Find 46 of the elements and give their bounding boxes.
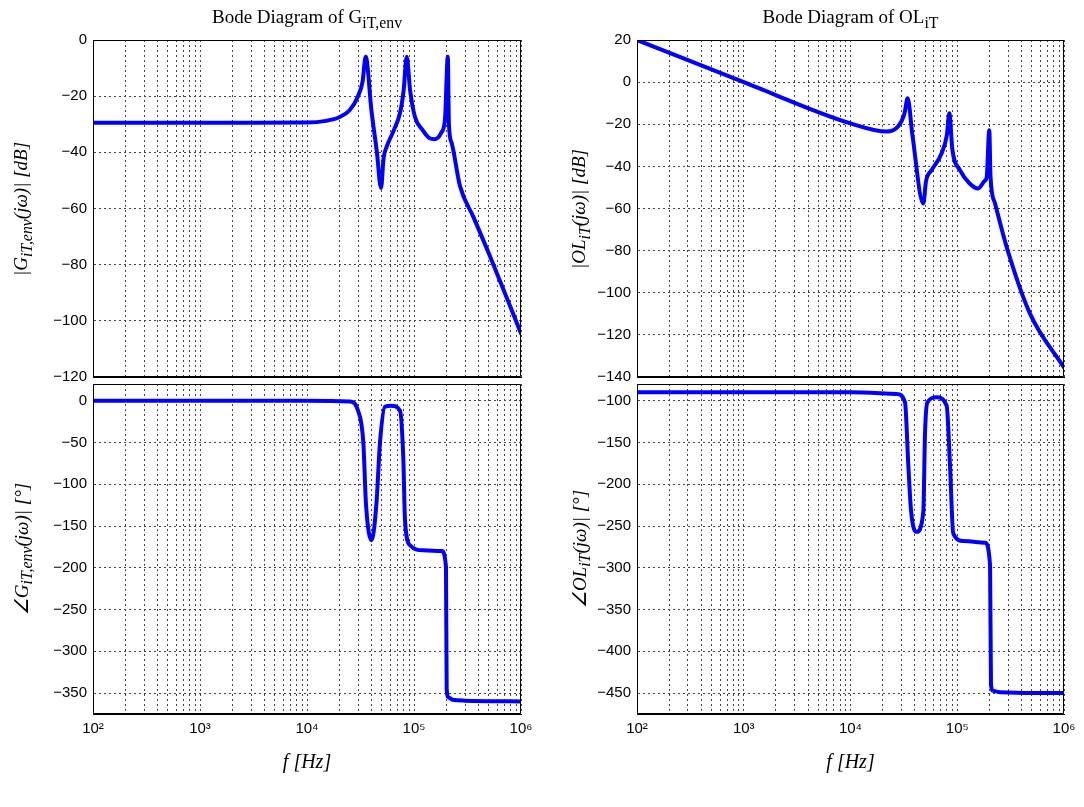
y-tick-label: −60 <box>61 198 87 216</box>
y-tick-label: −250 <box>597 516 631 534</box>
y-tick-label: −100 <box>597 282 631 300</box>
x-tick-label: 10³ <box>732 719 755 737</box>
x-axis-title: f [Hz] <box>826 750 875 773</box>
y-tick-label: −150 <box>597 432 631 450</box>
y-tick-label: −200 <box>597 474 631 492</box>
y-tick-label: −450 <box>597 683 631 701</box>
y-tick-label: −100 <box>597 390 631 408</box>
y-tick-label: −80 <box>605 240 631 258</box>
x-tick-label: 10⁴ <box>838 719 863 737</box>
y-tick-label: −400 <box>597 641 631 659</box>
y-tick-label: 0 <box>622 72 631 90</box>
y-tick-label: −20 <box>605 114 631 132</box>
x-tick-label: 10² <box>626 719 648 737</box>
y-tick-label: −120 <box>53 367 87 385</box>
y-tick-label: −80 <box>61 254 87 272</box>
x-tick-label: 10⁴ <box>295 719 319 737</box>
y-tick-label: −350 <box>597 599 631 617</box>
x-tick-label: 10⁶ <box>509 719 533 737</box>
x-axis-title: f [Hz] <box>282 750 332 773</box>
y-tick-label: −300 <box>53 641 87 659</box>
y-tick-label: 20 <box>614 30 631 48</box>
y-tick-label: −350 <box>53 683 87 701</box>
x-tick-label: 10⁵ <box>945 719 969 737</box>
y-tick-label: 0 <box>78 30 87 48</box>
chart-title: Bode Diagram of OL$_{iT}$ <box>762 6 939 32</box>
x-tick-label: 10⁶ <box>1052 719 1076 737</box>
y-tick-label: 0 <box>78 390 87 408</box>
x-tick-label: 10⁵ <box>402 719 426 737</box>
y-tick-label: −250 <box>53 599 87 617</box>
y-tick-label: −20 <box>61 86 87 104</box>
y-tick-label: −120 <box>597 325 631 343</box>
y-tick-label: −50 <box>61 432 87 450</box>
y-tick-label: −150 <box>53 516 87 534</box>
y-tick-label: −60 <box>605 198 631 216</box>
y-tick-label: −100 <box>53 310 87 328</box>
y-tick-label: −200 <box>53 557 87 575</box>
y-tick-label: −40 <box>605 156 631 174</box>
y-tick-label: −140 <box>597 367 631 385</box>
y-tick-label: −100 <box>53 474 87 492</box>
x-tick-label: 10³ <box>189 719 211 737</box>
x-tick-label: 10² <box>82 719 104 737</box>
y-tick-label: −40 <box>61 142 87 160</box>
chart-title: Bode Diagram of G$_{iT,env}$ <box>211 6 403 32</box>
y-tick-label: −300 <box>597 557 631 575</box>
